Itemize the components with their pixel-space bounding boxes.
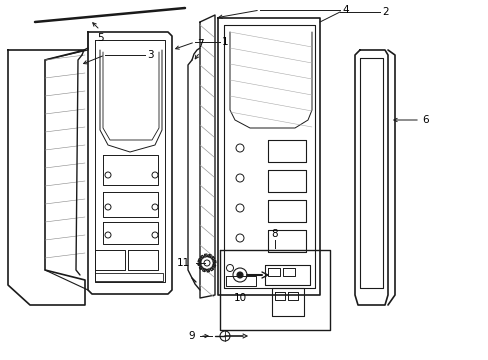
Text: 2: 2 (381, 7, 388, 17)
Text: 7: 7 (196, 39, 203, 49)
Text: 1: 1 (222, 37, 228, 47)
Circle shape (237, 272, 243, 278)
Text: 4: 4 (341, 5, 348, 15)
Text: 8: 8 (271, 229, 278, 239)
Text: 10: 10 (233, 293, 246, 303)
Text: 9: 9 (188, 331, 195, 341)
Text: 5: 5 (97, 33, 103, 43)
Text: 3: 3 (147, 50, 153, 60)
Text: 11: 11 (176, 258, 190, 268)
Text: 6: 6 (421, 115, 428, 125)
